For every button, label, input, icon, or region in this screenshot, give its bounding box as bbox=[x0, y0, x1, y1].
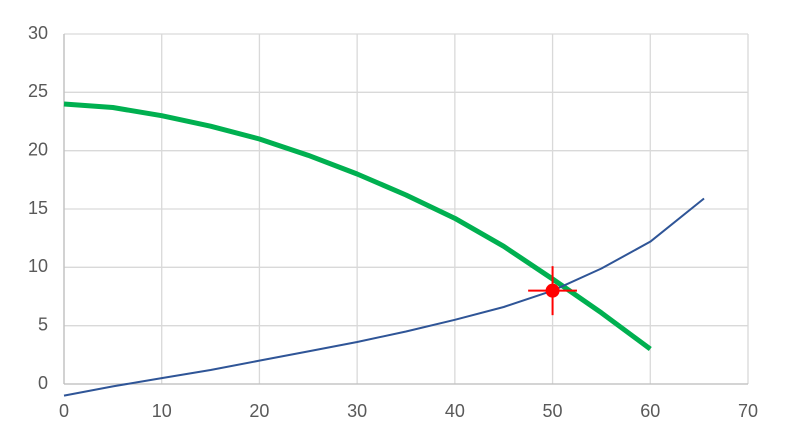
x-tick-label: 20 bbox=[249, 401, 269, 421]
y-tick-label: 20 bbox=[28, 139, 48, 159]
x-tick-label: 70 bbox=[738, 401, 758, 421]
x-tick-label: 30 bbox=[347, 401, 367, 421]
x-tick-label: 0 bbox=[59, 401, 69, 421]
series-line bbox=[63, 197, 705, 397]
y-tick-label: 15 bbox=[28, 198, 48, 218]
x-tick-label: 60 bbox=[640, 401, 660, 421]
point bbox=[545, 283, 560, 298]
x-tick-label: 10 bbox=[152, 401, 172, 421]
y-tick-label: 0 bbox=[38, 373, 48, 393]
y-tick-label: 10 bbox=[28, 256, 48, 276]
x-tick-label: 50 bbox=[543, 401, 563, 421]
y-tick-label: 30 bbox=[28, 23, 48, 43]
y-tick-label: 25 bbox=[28, 81, 48, 101]
y-tick-label: 5 bbox=[38, 314, 48, 334]
x-tick-label: 40 bbox=[445, 401, 465, 421]
